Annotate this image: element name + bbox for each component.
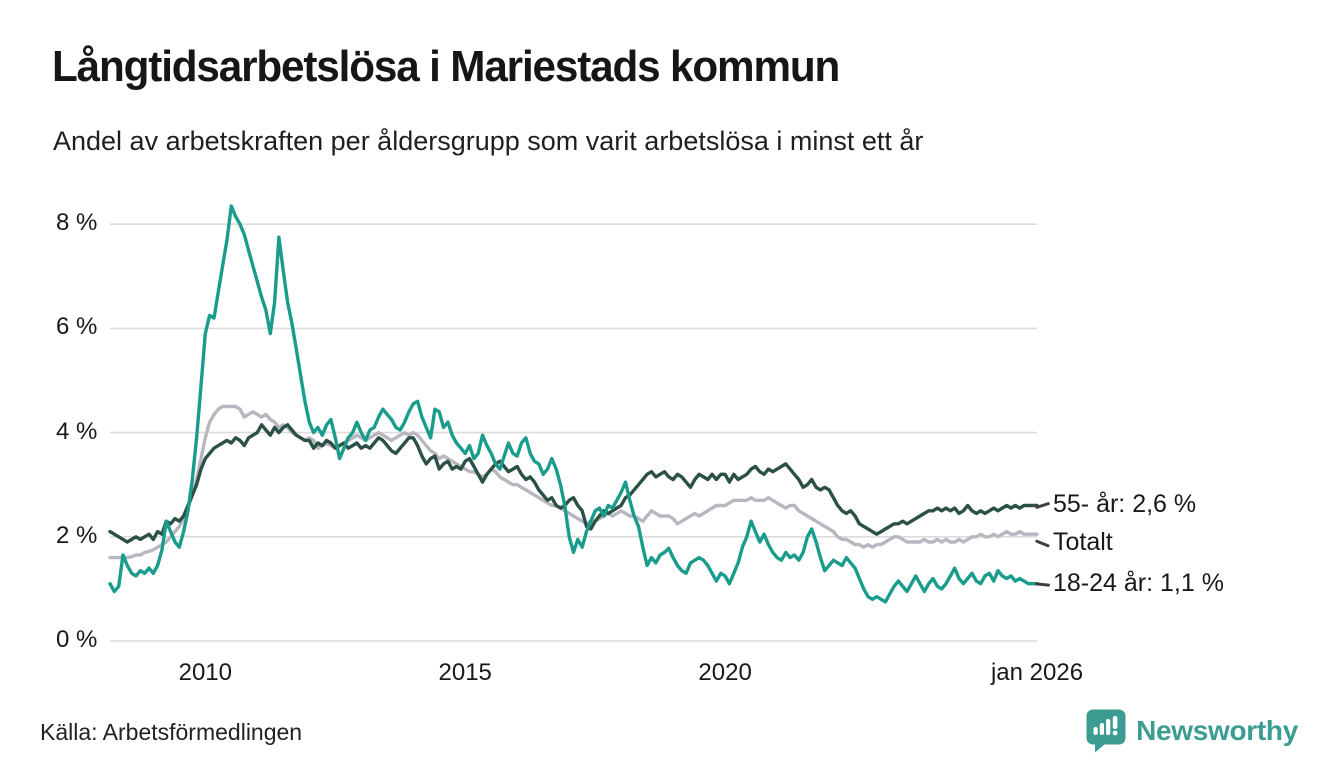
y-tick-label-2: 2 % (56, 521, 98, 549)
line-chart-plot (108, 204, 1039, 642)
x-tick-label-2020: 2020 (698, 659, 752, 686)
x-tick-label-2010: 2010 (178, 659, 232, 686)
series-line-18-24-r (108, 204, 1039, 604)
brand-lockup: Newsworthy (1085, 708, 1298, 753)
series-end-label-55-r: 55- år: 2,6 % (1053, 490, 1197, 518)
series-line-55-r (108, 423, 1039, 544)
series-line-totalt (108, 404, 1039, 560)
chart-subtitle: Andel av arbetskraften per åldersgrupp s… (53, 126, 924, 156)
y-tick-label-0: 0 % (56, 626, 98, 653)
brand-name: Newsworthy (1136, 714, 1298, 746)
chart-title: Långtidsarbetslösa i Mariestads kommun (52, 42, 840, 91)
series-end-label-totalt: Totalt (1053, 528, 1113, 556)
y-tick-label-6: 6 % (56, 313, 98, 341)
x-tick-label-jan-2026: jan 2026 (990, 659, 1084, 686)
series-end-label-18-24-r: 18-24 år: 1,1 % (1053, 569, 1224, 597)
annotation-dash-18-24-r (1034, 582, 1051, 587)
y-tick-label-8: 8 % (56, 209, 98, 237)
source-note: Källa: Arbetsförmedlingen (40, 719, 303, 745)
annotation-dash-55-r (1034, 501, 1051, 509)
x-tick-label-2015: 2015 (438, 659, 492, 686)
newsworthy-logo-icon (1086, 709, 1126, 753)
y-tick-label-4: 4 % (56, 417, 98, 445)
annotation-dash-totalt (1035, 539, 1050, 548)
